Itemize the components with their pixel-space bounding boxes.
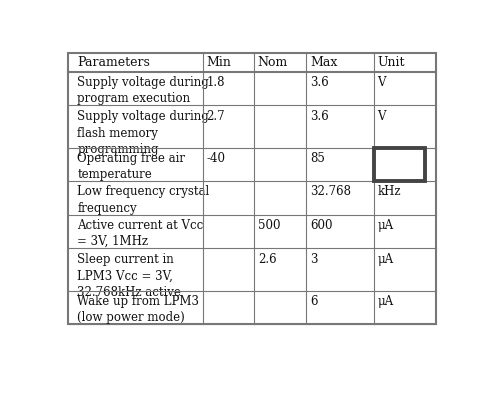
Text: 3.6: 3.6 <box>311 76 329 89</box>
Text: 85: 85 <box>311 152 325 165</box>
Text: °C: °C <box>377 152 392 165</box>
Text: Supply voltage during
flash memory
programming: Supply voltage during flash memory progr… <box>77 110 209 156</box>
Text: 1.8: 1.8 <box>206 76 224 89</box>
Text: μA: μA <box>377 294 393 308</box>
Bar <box>68 53 437 324</box>
Text: Nom: Nom <box>258 56 288 69</box>
Text: V: V <box>377 76 386 89</box>
Text: 6: 6 <box>311 294 318 308</box>
Text: 3: 3 <box>311 253 318 266</box>
Text: 2.6: 2.6 <box>258 253 276 266</box>
Text: 2.7: 2.7 <box>206 110 225 124</box>
Text: 500: 500 <box>258 219 280 231</box>
Text: Unit: Unit <box>377 56 405 69</box>
Text: μA: μA <box>377 253 393 266</box>
Text: Max: Max <box>311 56 338 69</box>
Text: Active current at Vcc
= 3V, 1MHz: Active current at Vcc = 3V, 1MHz <box>77 219 204 248</box>
Text: Low frequency crystal
frequency: Low frequency crystal frequency <box>77 185 210 215</box>
Text: 32.768: 32.768 <box>311 185 351 198</box>
Text: -40: -40 <box>206 152 225 165</box>
Text: μA: μA <box>377 219 393 231</box>
Text: Operating free air
temperature: Operating free air temperature <box>77 152 186 181</box>
Text: 3.6: 3.6 <box>311 110 329 124</box>
Text: kHz: kHz <box>377 185 401 198</box>
Text: Supply voltage during
program execution: Supply voltage during program execution <box>77 76 209 105</box>
Text: V: V <box>377 110 386 124</box>
Text: Sleep current in
LPM3 Vcc = 3V,
32.768kHz active: Sleep current in LPM3 Vcc = 3V, 32.768kH… <box>77 253 181 299</box>
Text: 600: 600 <box>311 219 333 231</box>
Text: Wake up from LPM3
(low power mode): Wake up from LPM3 (low power mode) <box>77 294 199 324</box>
Text: Parameters: Parameters <box>77 56 150 69</box>
Text: Min: Min <box>206 56 231 69</box>
Bar <box>374 148 425 181</box>
